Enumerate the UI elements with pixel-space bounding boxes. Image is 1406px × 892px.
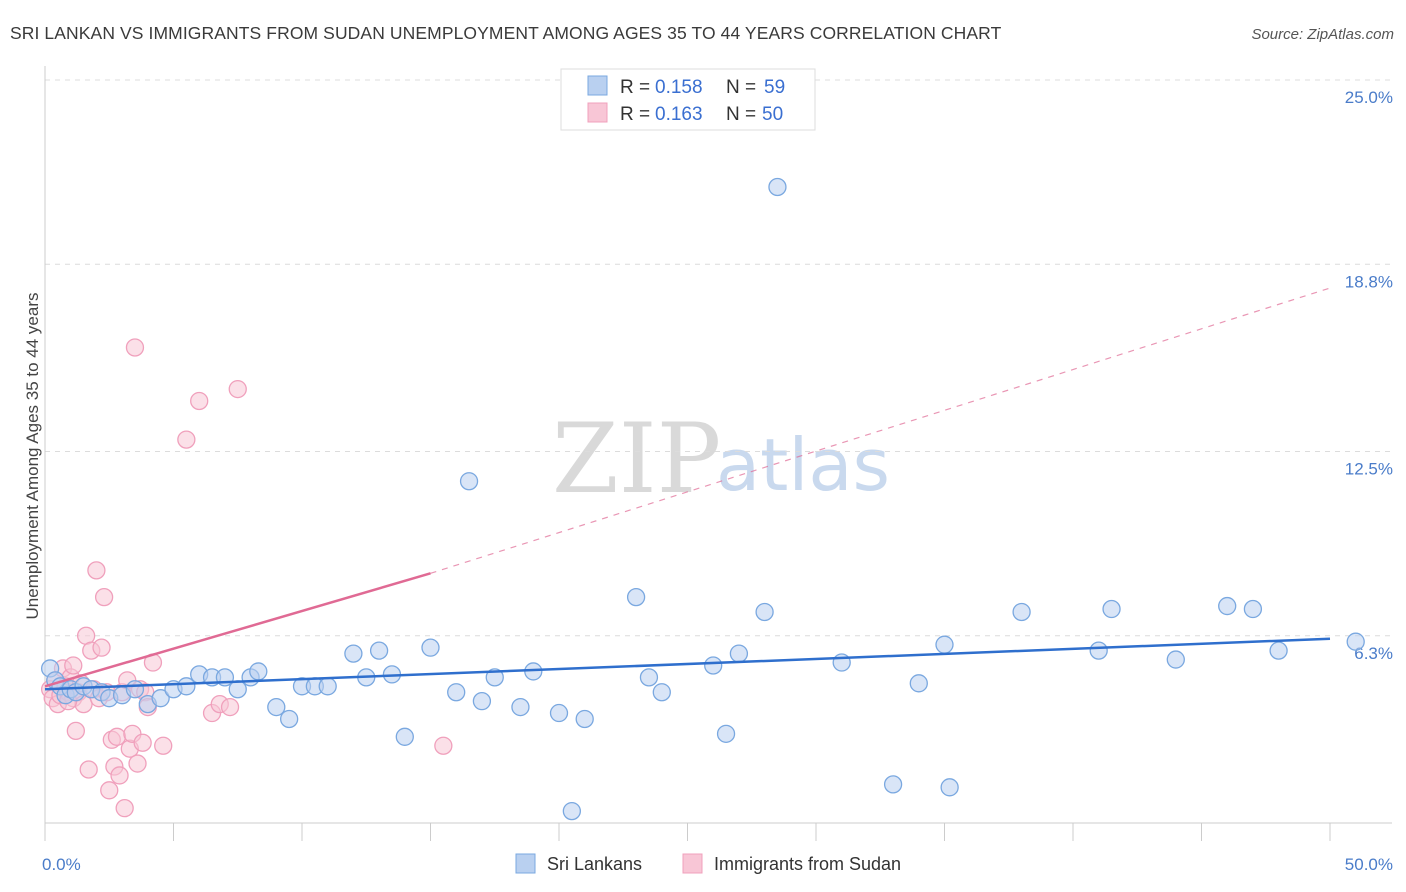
point-sri-lankans-58 [1166,650,1185,669]
bottom-legend-sri-lankans: Sri Lankans [547,854,642,874]
point-sudan-46 [228,379,247,399]
point-sudan-10 [66,721,85,741]
legend-n-label-2: N = [726,104,756,125]
chart-source: Source: ZipAtlas.com [1251,26,1394,43]
point-sri-lankans-15 [177,677,196,696]
correlation-legend: R = 0.158 N = 59 R = 0.163 N = 50 [560,68,816,131]
legend-r-value-1: 0.158 [655,77,703,98]
y-tick-labels: 6.3% 12.5% 18.8% 25.0% [1345,88,1393,663]
point-sri-lankans-27 [344,644,363,663]
gridlines [45,79,1392,637]
point-sri-lankans-52 [909,674,928,693]
legend-n-value-2: 50 [762,104,783,125]
point-sudan-27 [110,766,129,785]
point-sudan-29 [115,798,134,818]
y-axis-label: Unemployment Among Ages 35 to 44 years [23,293,42,620]
point-sudan-23 [100,781,119,800]
point-sri-lankans-56 [1089,641,1108,660]
legend-n-label-1: N = [726,77,756,98]
point-sri-lankans-41 [575,709,594,729]
point-sri-lankans-29 [369,641,389,660]
point-sri-lankans-36 [485,668,504,687]
point-sri-lankans-44 [652,683,671,702]
point-sri-lankans-60 [1243,599,1263,619]
legend-n-value-1: 59 [764,77,785,98]
bottom-legend-swatch-sri-lankans [515,853,536,874]
point-sri-lankans-37 [511,697,530,717]
point-sudan-34 [128,754,147,773]
chart-title: SRI LANKAN VS IMMIGRANTS FROM SUDAN UNEM… [10,23,1002,43]
point-sri-lankans-47 [729,644,749,663]
point-sudan-40 [154,736,173,755]
point-sri-lankans-59 [1218,596,1237,616]
point-sri-lankans-62 [1346,632,1365,651]
point-sri-lankans-55 [1012,602,1031,622]
series-sudan [40,338,453,818]
point-sri-lankans-33 [447,683,466,702]
point-sri-lankans-43 [639,668,659,687]
point-sri-lankans-40 [562,801,581,821]
series-legend: Sri Lankans Immigrants from Sudan [515,853,901,874]
point-sri-lankans-23 [279,709,299,729]
point-sudan-20 [92,638,111,657]
point-sudan-33 [125,338,145,357]
point-sudan-36 [133,733,152,752]
point-sri-lankans-49 [768,177,787,197]
x-tick-label-max: 50.0% [1345,855,1393,874]
point-sri-lankans-34 [459,472,479,491]
point-sri-lankans-22 [267,697,286,717]
legend-r-label-1: R = [620,77,650,98]
point-sri-lankans-21 [249,662,268,681]
point-sudan-45 [220,697,240,717]
point-sri-lankans-42 [626,587,646,607]
legend-swatch-sri-lankans [587,75,608,96]
point-sri-lankans-26 [318,677,337,696]
y-tick-label-3: 25.0% [1345,88,1393,107]
point-sri-lankans-57 [1102,599,1121,619]
point-sudan-18 [87,561,106,580]
trend-line-sudan-extension [430,287,1331,574]
legend-r-value-2: 0.163 [655,104,703,125]
point-sri-lankans-35 [472,691,492,711]
point-sri-lankans-39 [549,703,569,723]
watermark-atlas: atlas [716,423,890,507]
point-sri-lankans-54 [940,778,959,797]
x-tick-labels: 0.0% 50.0% [42,855,1393,874]
point-sudan-41 [177,430,196,449]
bottom-legend-sudan: Immigrants from Sudan [714,854,901,874]
y-tick-label-2: 18.8% [1345,272,1393,291]
point-sri-lankans-31 [395,727,414,746]
y-tick-label-1: 12.5% [1345,460,1393,479]
bottom-legend-swatch-sudan [682,853,703,874]
y-tick-label-0: 6.3% [1354,644,1393,663]
trend-lines [44,287,1331,691]
legend-r-label-2: R = [620,104,650,125]
point-sri-lankans-45 [704,656,723,675]
point-sudan-49 [64,656,83,675]
legend-swatch-sudan [587,102,608,123]
watermark: ZIP atlas [552,403,890,515]
point-sudan-15 [79,760,98,779]
point-sudan-47 [434,736,453,755]
x-tick-label-min: 0.0% [42,855,81,874]
point-sri-lankans-11 [125,680,145,699]
point-sri-lankans-13 [151,689,170,708]
trend-line-sudan [44,572,431,688]
point-sri-lankans-32 [421,638,440,657]
watermark-zip: ZIP [552,403,721,515]
point-sudan-42 [190,391,209,411]
point-sri-lankans-61 [1269,641,1288,660]
point-sri-lankans-48 [755,602,774,622]
point-sri-lankans-46 [716,724,736,743]
point-sri-lankans-51 [883,775,903,794]
trend-line-sri-lankans [44,637,1331,691]
point-sudan-21 [94,587,114,607]
point-sri-lankans-53 [935,635,954,654]
